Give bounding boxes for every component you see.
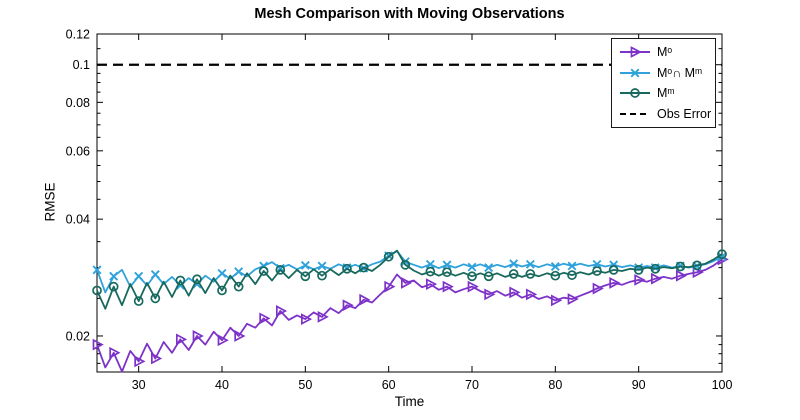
legend-item-obs-error: Obs Error	[619, 106, 713, 122]
legend-marker-mo-mm	[620, 68, 650, 78]
y-axis-tick-labels: 0.02 0.04 0.06 0.08 0.1 0.12	[66, 28, 90, 344]
x-tick-label: 60	[382, 378, 396, 392]
x-tick-label: 40	[215, 378, 229, 392]
legend-marker-obs-error	[620, 112, 650, 115]
x-tick-label: 100	[712, 378, 733, 392]
x-tick-label: 30	[132, 378, 146, 392]
series-markers-mm	[92, 249, 727, 306]
y-tick-label: 0.06	[66, 144, 90, 158]
x-axis-label: Time	[394, 394, 425, 409]
legend-item-mm: Mᵐ	[619, 85, 713, 101]
legend-label-mm: Mᵐ	[657, 86, 675, 100]
series-line-mo-mm	[96, 250, 723, 294]
y-tick-label: 0.04	[66, 213, 90, 227]
legend-marker-mo	[620, 46, 650, 59]
y-tick-label: 0.12	[66, 28, 90, 42]
x-tick-label: 80	[548, 378, 562, 392]
axis-ticks	[97, 33, 723, 372]
legend-item-mo: Mᵒ	[619, 44, 713, 60]
series-line-mo	[96, 258, 723, 373]
x-tick-label: 70	[465, 378, 479, 392]
y-tick-label: 0.1	[73, 58, 90, 72]
x-axis-tick-labels: 30 40 50 60 70 80 90 100	[132, 378, 733, 392]
legend: Mᵒ Mᵒ∩ Mᵐ Mᵐ Obs Error	[611, 38, 716, 128]
legend-item-mo-mm: Mᵒ∩ Mᵐ	[619, 65, 713, 81]
legend-label-mo-mm: Mᵒ∩ Mᵐ	[657, 65, 703, 80]
y-tick-label: 0.08	[66, 96, 90, 110]
chart-title: Mesh Comparison with Moving Observations	[254, 6, 565, 22]
y-tick-label: 0.02	[66, 329, 90, 343]
legend-label-mo: Mᵒ	[657, 45, 673, 59]
x-tick-label: 90	[632, 378, 646, 392]
legend-marker-mm	[620, 88, 650, 99]
axes-box	[96, 33, 723, 373]
legend-label-obs-error: Obs Error	[657, 106, 712, 121]
x-tick-label: 50	[298, 378, 312, 392]
